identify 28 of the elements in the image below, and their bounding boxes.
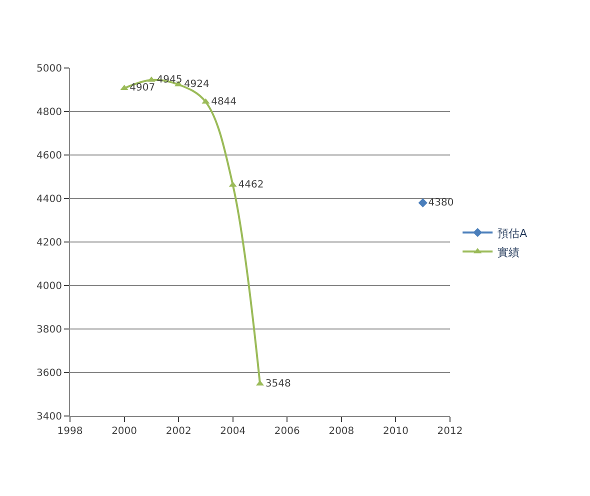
data-label: 4844 [211, 96, 237, 108]
y-tick-label: 3800 [36, 324, 62, 336]
data-label: 4907 [130, 82, 156, 94]
x-tick-label: 2006 [274, 426, 300, 437]
point [147, 76, 156, 82]
legend-label: 實績 [498, 246, 520, 259]
point [202, 98, 210, 104]
y-tick-label: 4600 [36, 150, 62, 162]
x-tick-label: 1998 [57, 426, 83, 437]
legend-label: 預估A [498, 226, 528, 240]
data-label: 4462 [238, 180, 264, 191]
y-tick-label: 3600 [36, 368, 62, 379]
x-tick-label: 2004 [220, 426, 246, 437]
data-label: 3548 [265, 378, 291, 390]
x-tick-label: 2012 [437, 426, 463, 437]
y-tick-label: 4400 [36, 194, 62, 205]
x-tick-label: 2008 [328, 426, 354, 437]
x-tick-label: 2010 [382, 426, 408, 437]
y-tick-label: 4200 [36, 238, 62, 248]
point [418, 198, 428, 208]
y-tick-label: 4000 [36, 281, 62, 292]
x-tick-label: 2002 [166, 426, 192, 437]
data-label: 4924 [184, 79, 210, 90]
y-tick-label: 4800 [36, 107, 62, 118]
x-tick-label: 2000 [112, 426, 138, 437]
y-tick-label: 3400 [36, 412, 62, 422]
y-tick-label: 5000 [36, 64, 62, 74]
data-label: 4380 [428, 197, 454, 208]
